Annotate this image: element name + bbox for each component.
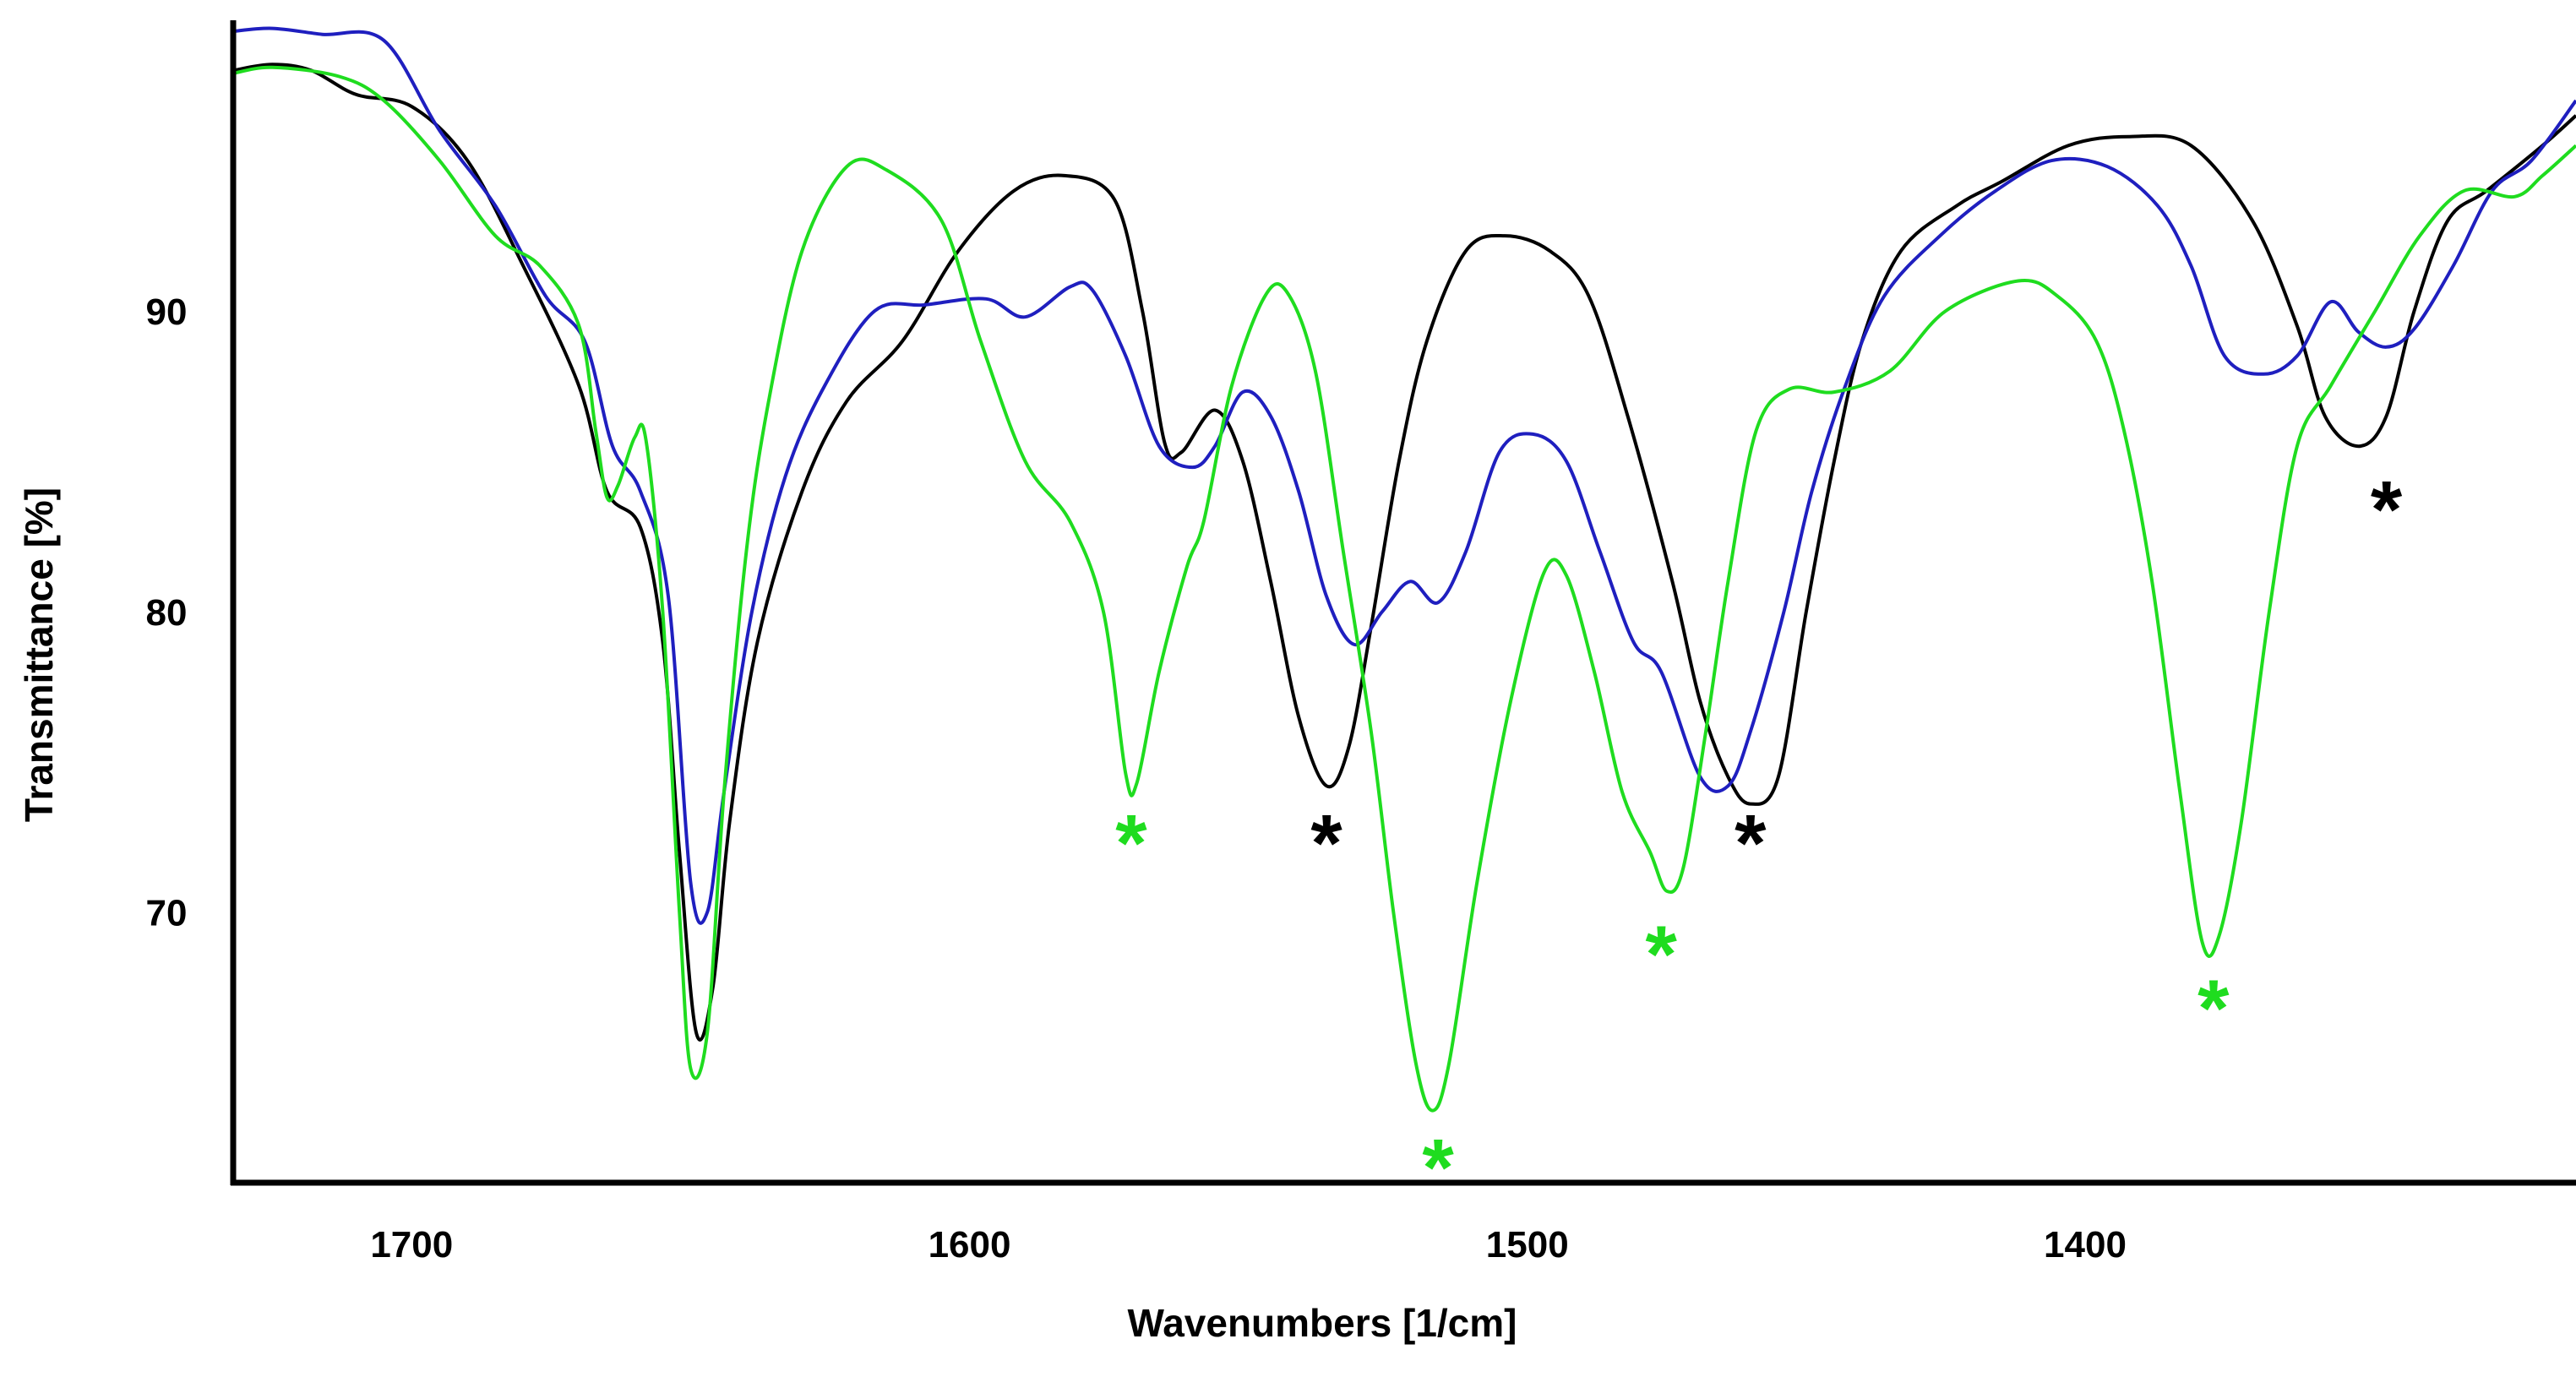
x-axis-title: Wavenumbers [1/cm]	[1128, 1301, 1517, 1345]
y-tick-label: 90	[146, 291, 188, 333]
x-tick-label: 1700	[370, 1224, 453, 1265]
series-line-green	[232, 65, 2576, 1113]
peak-marker: *	[1422, 1123, 1454, 1213]
y-tick-label: 80	[146, 592, 188, 634]
peak-marker: *	[1310, 798, 1342, 889]
y-tick-labels: 90 80 70	[146, 291, 188, 934]
x-tick-label: 1500	[1486, 1224, 1569, 1265]
peak-marker: *	[2371, 465, 2403, 555]
y-tick-label: 70	[146, 893, 188, 934]
y-axis-title: Transmittance [%]	[17, 487, 61, 822]
x-tick-labels: 1700 1600 1500 1400	[370, 1224, 2127, 1265]
annotation-layer: * * * * * * *	[1115, 465, 2403, 1213]
peak-marker: *	[2197, 963, 2230, 1053]
peak-marker: *	[1646, 909, 1678, 999]
x-tick-label: 1600	[929, 1224, 1011, 1265]
series-line-blue	[232, 26, 2576, 925]
series-line-black	[232, 63, 2576, 1042]
peak-marker: *	[1115, 798, 1147, 889]
series-layer	[232, 26, 2576, 1113]
peak-marker: *	[1735, 798, 1767, 889]
x-tick-label: 1400	[2044, 1224, 2127, 1265]
